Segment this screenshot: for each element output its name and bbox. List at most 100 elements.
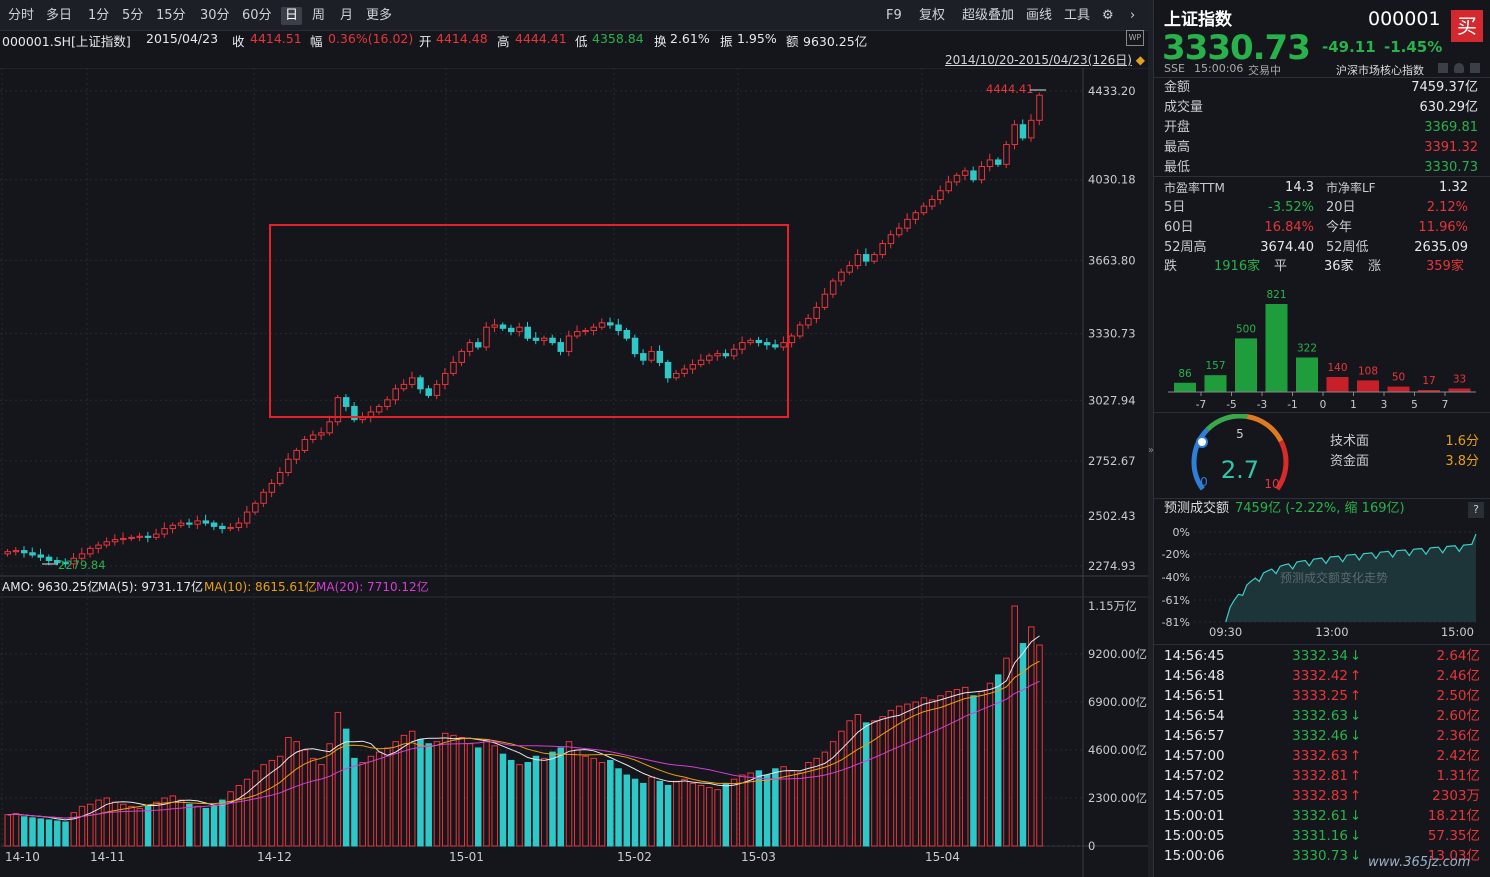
candle [375, 405, 383, 413]
volume-bar [541, 757, 548, 847]
candle [763, 342, 771, 346]
volume-bar [829, 741, 837, 847]
period-tab-8[interactable]: 周 [312, 8, 326, 23]
volume-bar [524, 762, 531, 847]
volume-bar [342, 728, 350, 847]
volume-bar [227, 791, 234, 847]
candle [458, 350, 465, 363]
tick-price: 3332.63 [1292, 708, 1348, 724]
lock-icon[interactable]: ◆ [1135, 53, 1145, 67]
toolbar-item-2[interactable]: 超级叠加 [962, 8, 1015, 23]
period-tab-7[interactable]: 日 [281, 7, 303, 25]
tick-row[interactable]: 15:00:05 3331.16 ↓ 57.35亿 [1162, 826, 1482, 846]
candle [821, 293, 829, 308]
volume-bar [153, 801, 160, 847]
price-tick-label: 4030.18 [1088, 173, 1136, 187]
volume-bar [1011, 605, 1018, 847]
period-tab-1[interactable]: 多日 [46, 8, 73, 23]
toolbar-item-1[interactable]: 复权 [919, 8, 946, 23]
candle [111, 539, 119, 543]
tick-row[interactable]: 14:56:57 3332.46 ↓ 2.36亿 [1162, 726, 1482, 746]
tick-row[interactable]: 14:57:00 3332.63 ↑ 2.42亿 [1162, 746, 1482, 766]
period-tab-5[interactable]: 30分 [200, 8, 230, 23]
volume-bar [689, 782, 697, 847]
tick-volume: 2.50亿 [1436, 688, 1480, 704]
forecast-y-label: -40% [1162, 571, 1190, 584]
toolbar-item-3[interactable]: 画线 [1026, 8, 1053, 23]
tick-row[interactable]: 14:57:02 3332.81 ↑ 1.31亿 [1162, 766, 1482, 786]
period-tab-0[interactable]: 分时 [8, 8, 35, 23]
tick-volume: 2.36亿 [1436, 728, 1480, 744]
wp-icon[interactable]: WP [1126, 30, 1144, 46]
volume-bar [846, 720, 853, 847]
tick-row[interactable]: 14:56:51 3333.25 ↑ 2.50亿 [1162, 686, 1482, 706]
candle [970, 170, 977, 181]
volume-bar [557, 747, 565, 847]
volume-bar [375, 751, 383, 847]
tick-row[interactable]: 15:00:06 3330.73 ↓ 13.03亿 [1162, 846, 1482, 866]
edit-icon[interactable] [1438, 63, 1448, 73]
toolbar-item-4[interactable]: 工具 [1064, 8, 1091, 23]
candle [516, 326, 523, 333]
quote-date: 2015/04/23 [146, 31, 219, 46]
volume-bar [458, 736, 465, 847]
distribution-tick-label: -5 [1226, 399, 1236, 411]
candle [557, 342, 565, 352]
distribution-bar [1174, 382, 1196, 392]
tick-row[interactable]: 14:57:05 3332.83 ↑ 2303万 [1162, 786, 1482, 806]
volume-tick-label: 6900.00亿 [1088, 695, 1147, 709]
grid-label: 60日 [1164, 220, 1194, 235]
forecast-value: 7459亿 (-2.22%, 缩 169亿) [1235, 501, 1405, 516]
forecast-label: 预测成交额 [1164, 501, 1230, 516]
tick-row[interactable]: 14:56:48 3332.42 ↑ 2.46亿 [1162, 666, 1482, 686]
volume-bar [904, 703, 911, 847]
grid-value: 14.3 [1285, 180, 1314, 195]
volume-bar [714, 789, 721, 847]
bell-icon[interactable] [1454, 63, 1464, 73]
tick-time: 15:00:01 [1164, 808, 1225, 824]
candle [95, 544, 102, 549]
period-tab-9[interactable]: 月 [340, 8, 354, 23]
volume-bar [623, 774, 631, 847]
period-tab-3[interactable]: 5分 [122, 8, 144, 23]
date-range[interactable]: 2014/10/20-2015/04/23(126日) ◆ [900, 51, 1145, 67]
buy-button[interactable]: 买 [1451, 10, 1483, 42]
volume-bar [285, 736, 292, 847]
tick-volume: 2303万 [1432, 788, 1480, 804]
price-tick-label: 2502.43 [1088, 509, 1136, 523]
volume-bar [631, 778, 639, 847]
candle [772, 344, 779, 348]
add-icon[interactable] [1470, 63, 1480, 73]
distribution-bar [1296, 357, 1318, 392]
grid-label: 52周高 [1164, 240, 1207, 255]
period-tab-10[interactable]: 更多 [366, 8, 393, 23]
candle [829, 280, 837, 295]
volume-bar [920, 697, 928, 847]
tick-row[interactable]: 14:56:45 3332.34 ↓ 2.64亿 [1162, 646, 1482, 666]
period-tab-2[interactable]: 1分 [88, 8, 110, 23]
candle [582, 329, 589, 333]
board-link[interactable]: 沪深市场核心指数 [1336, 64, 1424, 77]
candle [392, 388, 399, 401]
date-tick-label: 14-11 [90, 850, 125, 864]
panel-collapse-handle[interactable]: » [1148, 0, 1154, 877]
settings-icon[interactable]: ⚙ [1102, 8, 1114, 23]
tick-row[interactable]: 14:56:54 3332.63 ↓ 2.60亿 [1162, 706, 1482, 726]
security-code[interactable]: 000001.SH[上证指数] [2, 34, 131, 49]
candle [441, 372, 449, 385]
chevron-right-icon[interactable]: › [1130, 8, 1136, 23]
forecast-x-label: 09:30 [1209, 625, 1242, 639]
help-icon[interactable]: ? [1468, 502, 1484, 518]
volume-bar [1003, 657, 1010, 847]
period-tab-6[interactable]: 60分 [242, 8, 272, 23]
volume-bar [871, 720, 878, 847]
kline-chart[interactable]: 4433.20 4030.18 3663.80 3330.73 3027.94 2752.… [0, 68, 1148, 877]
candle [37, 554, 45, 558]
period-tab-4[interactable]: 15分 [156, 8, 186, 23]
candle [210, 522, 218, 527]
candle [309, 434, 317, 440]
distribution-bar [1418, 390, 1440, 392]
volume-bar [367, 755, 375, 847]
toolbar-item-0[interactable]: F9 [886, 8, 902, 23]
tick-row[interactable]: 15:00:01 3332.61 ↓ 18.21亿 [1162, 806, 1482, 826]
